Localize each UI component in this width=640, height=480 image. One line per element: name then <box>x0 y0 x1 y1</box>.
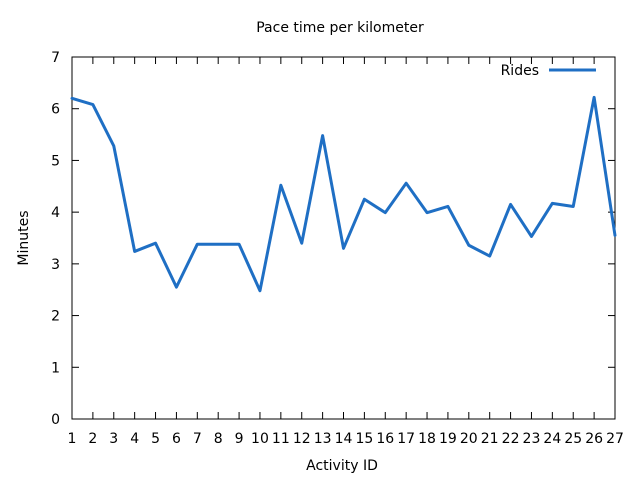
y-tick-label: 6 <box>51 102 60 118</box>
x-tick-label: 26 <box>585 431 603 447</box>
data-point <box>155 242 157 244</box>
data-point <box>489 255 491 257</box>
series-layer <box>70 95 617 293</box>
data-point <box>468 244 470 246</box>
y-tick-label: 7 <box>51 50 60 66</box>
x-tick-label: 15 <box>355 431 373 447</box>
data-point <box>614 234 616 236</box>
data-point <box>134 250 136 252</box>
x-axis: 1 2 3 4 5 6 7 8 9 10 11 12 13 14 15 16 17 18 19 20 21 22 23 24 2… <box>68 57 624 447</box>
data-point <box>426 212 428 214</box>
data-point <box>71 97 73 99</box>
data-point <box>447 205 449 207</box>
data-point <box>113 145 115 147</box>
x-tick-label: 9 <box>235 431 244 447</box>
y-tick-label: 0 <box>51 412 60 428</box>
data-point <box>238 243 240 245</box>
data-point <box>551 202 553 204</box>
data-point <box>92 104 94 106</box>
y-tick-label: 1 <box>51 360 60 376</box>
x-tick-label: 2 <box>88 431 97 447</box>
y-tick-label: 4 <box>51 205 60 221</box>
x-tick-label: 7 <box>193 431 202 447</box>
chart-title: Pace time per kilometer <box>256 20 424 36</box>
x-tick-label: 27 <box>606 431 624 447</box>
x-tick-label: 17 <box>397 431 415 447</box>
x-tick-label: 18 <box>418 431 436 447</box>
x-tick-label: 19 <box>439 431 457 447</box>
data-point <box>196 243 198 245</box>
x-tick-label: 3 <box>109 431 118 447</box>
data-point <box>259 290 261 292</box>
data-point <box>384 212 386 214</box>
y-tick-label: 2 <box>51 309 60 325</box>
x-tick-label: 13 <box>314 431 332 447</box>
x-tick-label: 8 <box>214 431 223 447</box>
data-point <box>322 135 324 137</box>
x-tick-label: 6 <box>172 431 181 447</box>
y-axis-label: Minutes <box>16 210 32 265</box>
x-tick-label: 10 <box>251 431 269 447</box>
legend-label-rides: Rides <box>501 63 539 79</box>
x-tick-label: 22 <box>502 431 520 447</box>
x-tick-label: 24 <box>543 431 561 447</box>
series-line-rides <box>70 95 617 293</box>
y-axis: 0 1 2 3 4 5 6 7 <box>51 50 615 428</box>
x-axis-label: Activity ID <box>306 458 378 474</box>
data-point <box>175 286 177 288</box>
data-point <box>363 198 365 200</box>
data-point <box>593 96 595 98</box>
y-tick-label: 5 <box>51 153 60 169</box>
x-tick-label: 12 <box>293 431 311 447</box>
x-tick-label: 25 <box>564 431 582 447</box>
x-tick-label: 14 <box>335 431 353 447</box>
x-tick-label: 16 <box>376 431 394 447</box>
data-point <box>572 205 574 207</box>
y-tick-label: 3 <box>51 257 60 273</box>
data-point <box>217 243 219 245</box>
x-tick-label: 20 <box>460 431 478 447</box>
data-point <box>301 242 303 244</box>
data-point <box>405 182 407 184</box>
data-point <box>530 235 532 237</box>
x-tick-label: 5 <box>151 431 160 447</box>
x-tick-label: 21 <box>481 431 499 447</box>
x-tick-label: 23 <box>523 431 541 447</box>
x-tick-label: 4 <box>130 431 139 447</box>
x-tick-label: 11 <box>272 431 290 447</box>
x-tick-label: 1 <box>68 431 77 447</box>
data-point <box>343 247 344 249</box>
data-point <box>510 203 512 205</box>
legend: Rides <box>501 63 596 79</box>
data-point <box>280 184 282 186</box>
plot-frame <box>71 56 616 420</box>
